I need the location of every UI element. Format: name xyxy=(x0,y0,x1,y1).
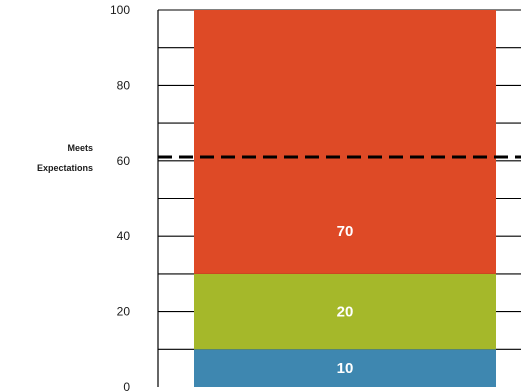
y-tick-label-20: 20 xyxy=(117,305,131,319)
reference-line-label-2: Expectations xyxy=(37,163,93,173)
y-tick-labels: 0 20 40 60 80 100 xyxy=(110,3,130,391)
y-tick-label-0: 0 xyxy=(123,380,130,391)
data-label-10: 10 xyxy=(337,360,354,377)
data-label-20: 20 xyxy=(337,304,354,321)
y-tick-label-100: 100 xyxy=(110,3,130,17)
reference-line-label-1: Meets xyxy=(67,143,93,153)
bar-segment-20 xyxy=(194,273,496,350)
bar-segment-70 xyxy=(194,10,496,274)
bar-segments xyxy=(194,10,496,387)
bar-segment-10 xyxy=(194,349,496,387)
y-tick-label-80: 80 xyxy=(117,78,131,92)
y-tick-label-60: 60 xyxy=(117,154,131,168)
reference-line-group: Meets Expectations xyxy=(37,143,521,173)
data-labels: 10 20 70 xyxy=(337,223,354,377)
y-tick-label-40: 40 xyxy=(117,229,131,243)
data-label-70: 70 xyxy=(337,223,354,240)
